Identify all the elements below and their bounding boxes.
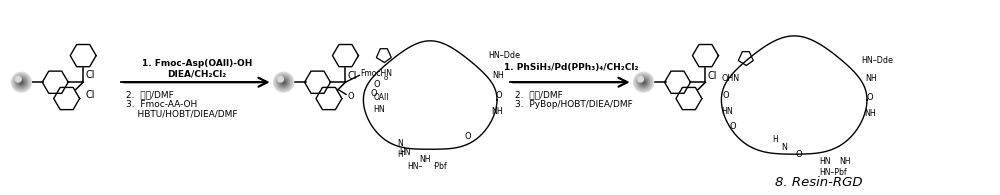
Text: ·Pbf: ·Pbf [432, 162, 447, 171]
Circle shape [634, 72, 654, 92]
Text: 3.  Fmoc-AA-OH: 3. Fmoc-AA-OH [126, 100, 197, 109]
Text: Cl: Cl [347, 71, 357, 81]
Text: O: O [347, 92, 354, 101]
Text: Cl: Cl [85, 90, 95, 100]
Text: O: O [464, 132, 471, 141]
Text: HN–Dde: HN–Dde [861, 56, 893, 65]
Text: FmocHN: FmocHN [360, 69, 392, 78]
Text: 2.  吖咖/DMF: 2. 吖咖/DMF [515, 90, 563, 99]
Text: 3.  PyBop/HOBT/DIEA/DMF: 3. PyBop/HOBT/DIEA/DMF [515, 100, 633, 109]
Circle shape [277, 76, 290, 88]
Circle shape [638, 76, 643, 82]
Text: NH: NH [419, 155, 431, 164]
Circle shape [640, 79, 647, 86]
Circle shape [637, 76, 650, 88]
Circle shape [635, 74, 652, 91]
Circle shape [13, 74, 30, 91]
Text: HN: HN [400, 148, 411, 157]
Circle shape [639, 77, 649, 87]
Circle shape [642, 81, 645, 83]
Text: HN: HN [819, 157, 831, 166]
Circle shape [18, 79, 25, 86]
Circle shape [16, 77, 26, 87]
Text: O: O [495, 90, 502, 99]
Text: NH: NH [865, 74, 877, 83]
Text: O: O [796, 150, 802, 159]
Circle shape [280, 79, 287, 86]
Text: Cl: Cl [85, 70, 95, 80]
Text: HN: HN [721, 107, 733, 116]
Circle shape [275, 74, 292, 91]
Text: 1. PhSiH₃/Pd(PPh₃)₄/CH₂Cl₂: 1. PhSiH₃/Pd(PPh₃)₄/CH₂Cl₂ [504, 63, 638, 72]
Circle shape [15, 76, 28, 88]
Text: O: O [729, 122, 736, 131]
Circle shape [282, 81, 285, 83]
Circle shape [20, 81, 23, 83]
Text: N
H: N H [397, 139, 403, 159]
Text: HN–: HN– [408, 162, 423, 171]
Text: Cl: Cl [707, 71, 717, 81]
Text: OAll: OAll [373, 93, 389, 103]
Text: 2.  吖咖/DMF: 2. 吖咖/DMF [126, 90, 174, 99]
Text: HBTU/HOBT/DIEA/DMF: HBTU/HOBT/DIEA/DMF [126, 110, 238, 119]
Text: NH: NH [864, 109, 876, 118]
Text: O: O [373, 80, 380, 89]
Circle shape [278, 76, 283, 82]
Text: DIEA/CH₂Cl₂: DIEA/CH₂Cl₂ [167, 69, 226, 78]
Text: HN: HN [373, 105, 385, 114]
Text: OHN: OHN [721, 74, 740, 83]
Text: NH: NH [839, 157, 851, 166]
Circle shape [11, 72, 31, 92]
Text: o: o [383, 75, 388, 81]
Text: N: N [781, 143, 787, 152]
Circle shape [16, 76, 21, 82]
Circle shape [281, 80, 286, 85]
Text: O: O [370, 89, 377, 98]
Circle shape [274, 72, 294, 92]
Circle shape [636, 75, 651, 90]
Text: 8. Resin-RGD: 8. Resin-RGD [775, 176, 863, 189]
Text: O: O [722, 90, 729, 99]
Text: HN–Pbf: HN–Pbf [819, 168, 847, 177]
Text: 1. Fmoc-Asp(OAll)-OH: 1. Fmoc-Asp(OAll)-OH [142, 59, 252, 68]
Circle shape [14, 75, 29, 90]
Text: O: O [867, 92, 874, 102]
Text: NH: NH [492, 71, 504, 80]
Text: NH: NH [491, 107, 503, 116]
Circle shape [19, 80, 24, 85]
Text: H: H [772, 135, 778, 144]
Circle shape [641, 80, 646, 85]
Circle shape [276, 75, 291, 90]
Circle shape [279, 77, 289, 87]
Text: HN–Dde: HN–Dde [488, 51, 520, 60]
